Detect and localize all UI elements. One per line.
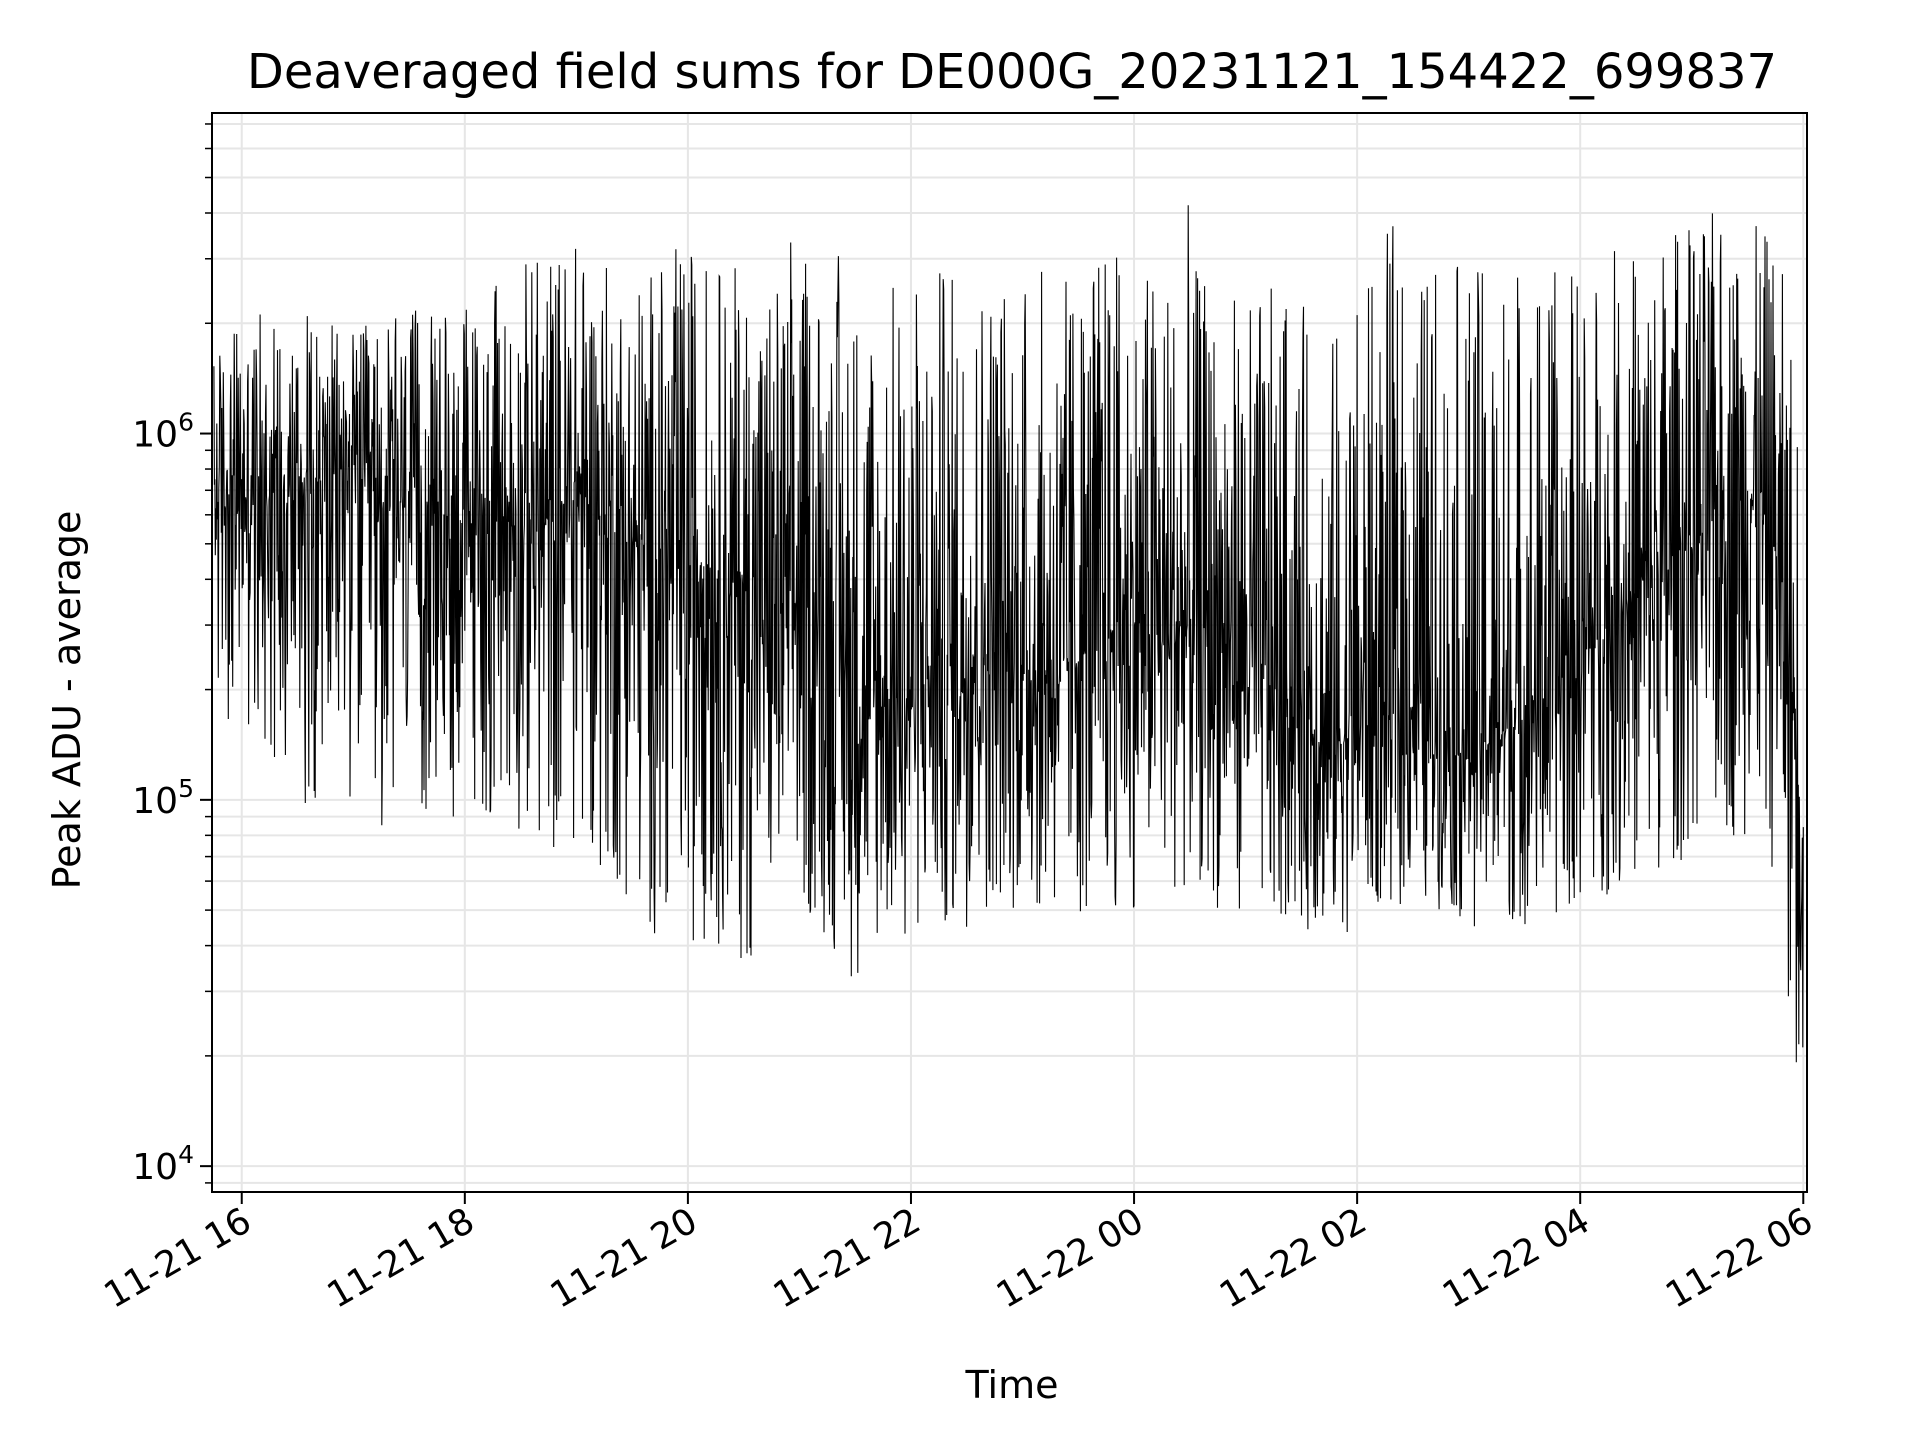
chart-title: Deaveraged field sums for DE000G_2023112… — [247, 44, 1777, 100]
y-tick-label: 105 — [132, 774, 194, 822]
x-axis-label: Time — [965, 1363, 1059, 1407]
data-series — [213, 205, 1804, 1063]
y-axis-label: Peak ADU - average — [45, 511, 89, 890]
series-line — [213, 205, 1804, 1063]
y-tick-label: 104 — [132, 1140, 194, 1188]
y-axis: 104 105 106 — [132, 123, 212, 1188]
y-tick-label: 106 — [132, 408, 194, 456]
plot-frame — [211, 112, 1808, 1193]
